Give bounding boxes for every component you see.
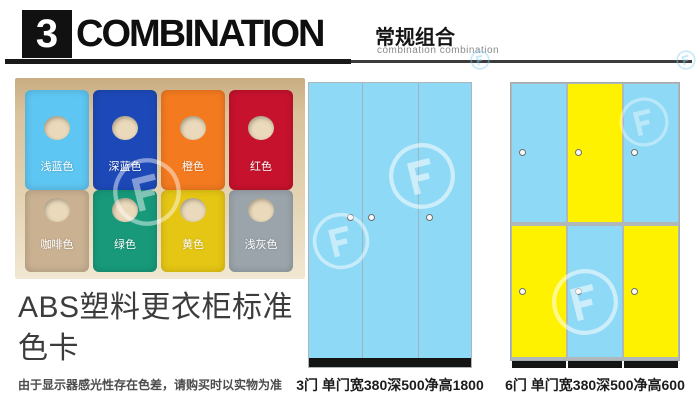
swatch-hole [180, 198, 206, 222]
locker-base [624, 361, 678, 368]
color-card-title-line2: 色卡 [18, 332, 79, 365]
locker-six-door [510, 82, 680, 368]
subtitle-english: combination combination [377, 45, 500, 56]
lock-hole-icon [426, 214, 433, 221]
swatch-label: 黄色 [182, 239, 204, 251]
swatch-orange: 橙色 [161, 90, 225, 190]
title-underline-thick [5, 59, 351, 64]
title-underline-thin [351, 60, 692, 63]
lock-hole-icon [575, 287, 582, 295]
swatch-yellow: 黄色 [161, 190, 225, 272]
lock-hole-icon [347, 214, 354, 221]
swatch-label: 红色 [250, 161, 272, 173]
lock-hole-icon [631, 287, 638, 295]
swatch-light-gray: 浅灰色 [229, 190, 293, 272]
swatch-label: 绿色 [114, 239, 136, 251]
locker-door [568, 84, 622, 222]
swatch-hole [248, 198, 274, 222]
swatch-dark-blue: 深蓝色 [93, 90, 157, 190]
swatch-red: 红色 [229, 90, 293, 190]
lock-hole-icon [368, 214, 375, 221]
color-card-title-line1: ABS塑料更衣柜标准 [18, 291, 294, 324]
lock-hole-icon [519, 149, 526, 156]
section-number: 3 [35, 12, 59, 56]
swatch-green: 绿色 [93, 190, 157, 272]
swatch-hole [180, 116, 206, 140]
locker-door [624, 226, 678, 357]
color-disclaimer: 由于显示器感光性存在色差，请购买时以实物为准 [18, 378, 283, 392]
swatch-hole [44, 116, 70, 140]
lock-hole-icon [631, 149, 638, 156]
locker-base [512, 361, 566, 368]
locker-door [568, 226, 622, 357]
swatch-label: 浅灰色 [244, 239, 278, 251]
locker-door [512, 84, 566, 222]
door-divider [418, 83, 419, 358]
swatch-light-blue: 浅蓝色 [25, 90, 89, 190]
brand-watermark-icon [387, 141, 457, 211]
locker-base [309, 358, 471, 367]
swatch-hole [112, 198, 138, 222]
swatch-label: 浅蓝色 [40, 161, 74, 173]
swatch-hole [44, 198, 70, 222]
color-card-photo: 浅蓝色 深蓝色 橙色 红色 咖啡色 绿色 黄色 浅灰色 [15, 78, 305, 279]
section-title: COMBINATION [76, 13, 325, 55]
locker-three-door-caption: 3门 单门宽380深500净高1800 [296, 377, 484, 393]
swatch-label: 深蓝色 [108, 161, 142, 173]
locker-three-door [308, 82, 472, 368]
color-card-title: ABS塑料更衣柜标准 色卡 [18, 287, 293, 369]
locker-base [568, 361, 622, 368]
lock-hole-icon [519, 287, 526, 295]
lock-hole-icon [575, 149, 582, 156]
swatch-label: 咖啡色 [40, 239, 74, 251]
subtitle-chinese: 常规组合 [375, 27, 455, 49]
locker-six-door-caption: 6门 单门宽380深500净高600 [505, 377, 685, 393]
swatch-coffee: 咖啡色 [25, 190, 89, 272]
locker-door [512, 226, 566, 357]
door-divider [362, 83, 363, 358]
locker-door [624, 84, 678, 222]
swatch-hole [112, 116, 138, 140]
swatch-hole [248, 116, 274, 140]
section-number-badge: 3 [22, 10, 72, 58]
swatch-label: 橙色 [182, 161, 204, 173]
